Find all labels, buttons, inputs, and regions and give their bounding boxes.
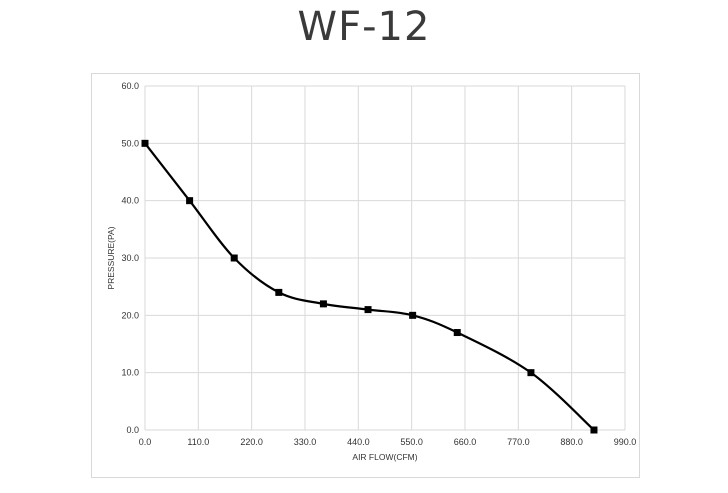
series-line: [144, 142, 595, 431]
y-tick-label: 30.0: [121, 253, 139, 263]
series-layer: [141, 139, 598, 434]
data-point-marker: [141, 139, 149, 147]
y-tick-label: 40.0: [121, 196, 139, 206]
data-point-marker: [590, 426, 598, 434]
y-tick-label: 50.0: [121, 138, 139, 148]
chart-title: WF-12: [297, 4, 431, 50]
y-tick-label: 20.0: [121, 310, 139, 320]
y-tick-label: 10.0: [121, 368, 139, 378]
data-point-marker: [453, 329, 461, 337]
x-tick-label: 880.0: [560, 437, 583, 447]
x-tick-label: 550.0: [400, 437, 423, 447]
y-tick-label: 60.0: [121, 81, 139, 91]
data-point-marker: [409, 311, 417, 319]
x-tick-label: 330.0: [294, 437, 317, 447]
x-tick-label: 0.0: [139, 437, 152, 447]
x-tick-label: 770.0: [507, 437, 530, 447]
chart-frame: [91, 73, 640, 478]
x-tick-label: 110.0: [187, 437, 209, 447]
data-point-marker: [527, 369, 535, 377]
data-point-marker: [186, 197, 194, 205]
x-tick-label: 440.0: [347, 437, 370, 447]
x-tick-label: 220.0: [240, 437, 263, 447]
x-tick-label: 660.0: [454, 437, 477, 447]
data-point-marker: [319, 300, 327, 308]
y-tick-label: 0.0: [126, 425, 139, 435]
data-point-marker: [230, 254, 238, 262]
data-point-marker: [275, 288, 283, 296]
y-axis-title: PRESSURE(PA): [106, 226, 116, 289]
x-axis-title: AIR FLOW(CFM): [352, 452, 417, 462]
x-tick-label: 990.0: [614, 437, 637, 447]
tick-labels: 0.0 110.0 220.0 330.0 440.0 550.0 660.0 770.0 88…: [121, 81, 636, 447]
grid-lines: [144, 85, 626, 431]
data-point-marker: [364, 306, 372, 314]
